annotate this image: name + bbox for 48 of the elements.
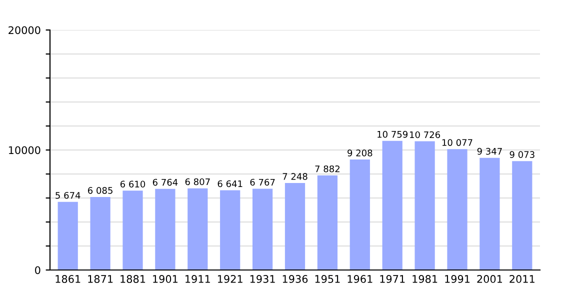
data-label: 6 764 [152, 178, 178, 186]
data-label: 7 882 [315, 165, 340, 172]
data-label: 7 248 [282, 173, 308, 180]
data-label: 6 807 [185, 178, 210, 186]
x-tick-label: 1991 [445, 275, 470, 283]
x-tick-label: 1901 [153, 275, 178, 283]
x-tick-label: 1961 [348, 275, 372, 283]
x-tick-label: 1871 [88, 275, 113, 283]
data-label: 6 767 [250, 178, 275, 186]
x-tick-label: 1921 [218, 275, 242, 283]
bar [188, 188, 208, 270]
data-label: 9 208 [348, 150, 372, 156]
data-label: 5 674 [56, 192, 80, 199]
bar [220, 190, 240, 270]
data-label: 9 073 [510, 151, 534, 158]
x-tick-label: 1861 [56, 275, 80, 283]
data-label: 9 347 [477, 148, 502, 155]
x-tick-label: 2001 [477, 275, 502, 283]
bar [350, 160, 370, 270]
data-label: 10 726 [410, 131, 440, 138]
x-tick-label: 1881 [120, 275, 146, 283]
data-label: 10 077 [442, 139, 472, 146]
bar [480, 158, 500, 270]
y-tick-label: 0 [35, 266, 40, 274]
bar [447, 149, 468, 270]
data-label: 10 759 [378, 130, 408, 138]
x-tick-label: 1936 [282, 275, 308, 283]
bar [122, 190, 143, 270]
bar [90, 196, 110, 270]
x-tick-label: 1981 [412, 275, 438, 283]
y-tick-label: 20000 [8, 26, 40, 34]
data-label: 6 610 [120, 180, 146, 188]
bar [155, 188, 176, 270]
x-tick-label: 2011 [510, 275, 534, 283]
bar [317, 175, 338, 270]
data-label: 6 085 [88, 187, 112, 194]
x-tick-label: 1931 [250, 275, 275, 283]
bar [58, 202, 78, 270]
bar [284, 183, 306, 270]
x-tick-label: 1971 [380, 275, 405, 283]
y-tick-label: 10000 [8, 146, 40, 154]
bar [252, 188, 273, 270]
bar [414, 141, 435, 270]
bar [512, 161, 532, 270]
data-label: 6 641 [218, 180, 242, 188]
x-tick-label: 1911 [186, 275, 210, 283]
bar [382, 140, 402, 270]
x-tick-label: 1951 [315, 275, 340, 283]
